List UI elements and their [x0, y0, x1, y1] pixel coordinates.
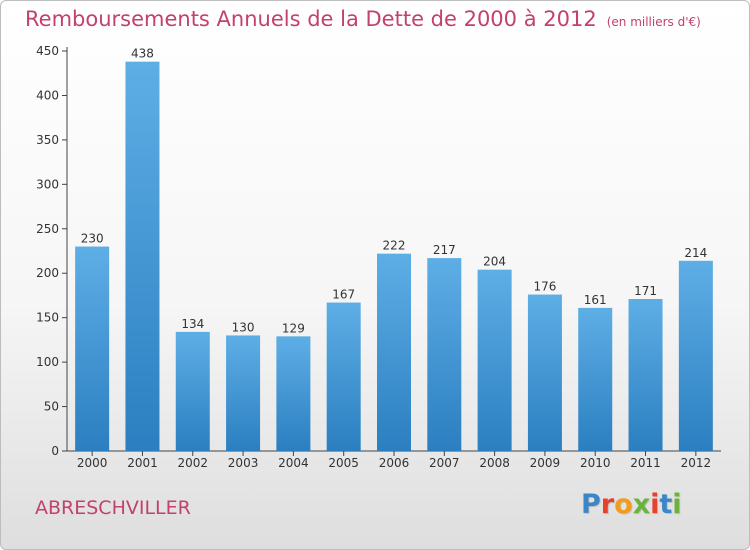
- bar-value-label: 214: [684, 246, 707, 260]
- bar-2010: [578, 307, 613, 451]
- bar-value-label: 161: [584, 293, 607, 307]
- chart-unit-note: (en milliers d'€): [606, 15, 701, 29]
- x-tick-label: 2002: [177, 456, 208, 470]
- commune-name: ABRESCHVILLER: [35, 497, 191, 519]
- y-tick-label: 50: [44, 400, 59, 414]
- brand-letter: i: [650, 489, 660, 520]
- y-tick-label: 0: [51, 444, 59, 458]
- x-tick-label: 2000: [77, 456, 108, 470]
- x-tick-label: 2005: [328, 456, 359, 470]
- bar-value-label: 222: [383, 239, 406, 253]
- bar-value-label: 134: [181, 317, 204, 331]
- brand-letter: o: [614, 489, 633, 520]
- y-tick-label: 150: [36, 311, 59, 325]
- bar-value-label: 129: [282, 321, 305, 335]
- x-tick-label: 2011: [630, 456, 661, 470]
- x-tick-label: 2010: [580, 456, 611, 470]
- bar-value-label: 438: [131, 47, 154, 61]
- y-tick-label: 400: [36, 88, 59, 102]
- chart-title: Remboursements Annuels de la Dette de 20…: [25, 7, 701, 31]
- bar-value-label: 176: [533, 280, 556, 294]
- y-tick-label: 450: [36, 44, 59, 58]
- brand-letter: i: [672, 489, 682, 520]
- x-tick-label: 2008: [479, 456, 510, 470]
- bar-value-label: 230: [81, 232, 104, 246]
- chart-title-text: Remboursements Annuels de la Dette de 20…: [25, 7, 597, 31]
- bar-2000: [75, 246, 110, 451]
- brand-letter: P: [581, 489, 601, 520]
- x-tick-label: 2007: [429, 456, 460, 470]
- x-tick-label: 2006: [379, 456, 410, 470]
- proxiti-logo: Proxiti: [581, 489, 682, 520]
- brand-letter: t: [659, 489, 673, 520]
- bar-2006: [377, 253, 411, 451]
- bar-2004: [276, 336, 311, 451]
- y-tick-label: 250: [36, 222, 59, 236]
- x-tick-label: 2012: [681, 456, 712, 470]
- y-tick-label: 200: [36, 266, 59, 280]
- bar-2007: [427, 258, 462, 451]
- y-tick-label: 100: [36, 355, 59, 369]
- x-tick-label: 2001: [127, 456, 158, 470]
- bar-value-label: 130: [232, 320, 255, 334]
- bar-2003: [226, 335, 261, 451]
- y-tick-label: 300: [36, 177, 59, 191]
- bar-value-label: 171: [634, 284, 657, 298]
- brand-letter: r: [600, 489, 615, 520]
- bar-value-label: 167: [332, 288, 355, 302]
- brand-letter: x: [632, 489, 651, 520]
- y-tick-label: 350: [36, 133, 59, 147]
- bar-value-label: 217: [433, 243, 456, 257]
- bar-2009: [527, 294, 562, 451]
- x-tick-label: 2003: [228, 456, 259, 470]
- bar-2012: [678, 260, 713, 451]
- bar-2001: [125, 61, 160, 452]
- x-tick-label: 2004: [278, 456, 309, 470]
- x-tick-label: 2009: [530, 456, 561, 470]
- bar-2008: [477, 269, 512, 451]
- bar-2005: [326, 302, 361, 451]
- bar-2002: [175, 331, 210, 451]
- bar-2011: [628, 299, 663, 451]
- bar-value-label: 204: [483, 255, 506, 269]
